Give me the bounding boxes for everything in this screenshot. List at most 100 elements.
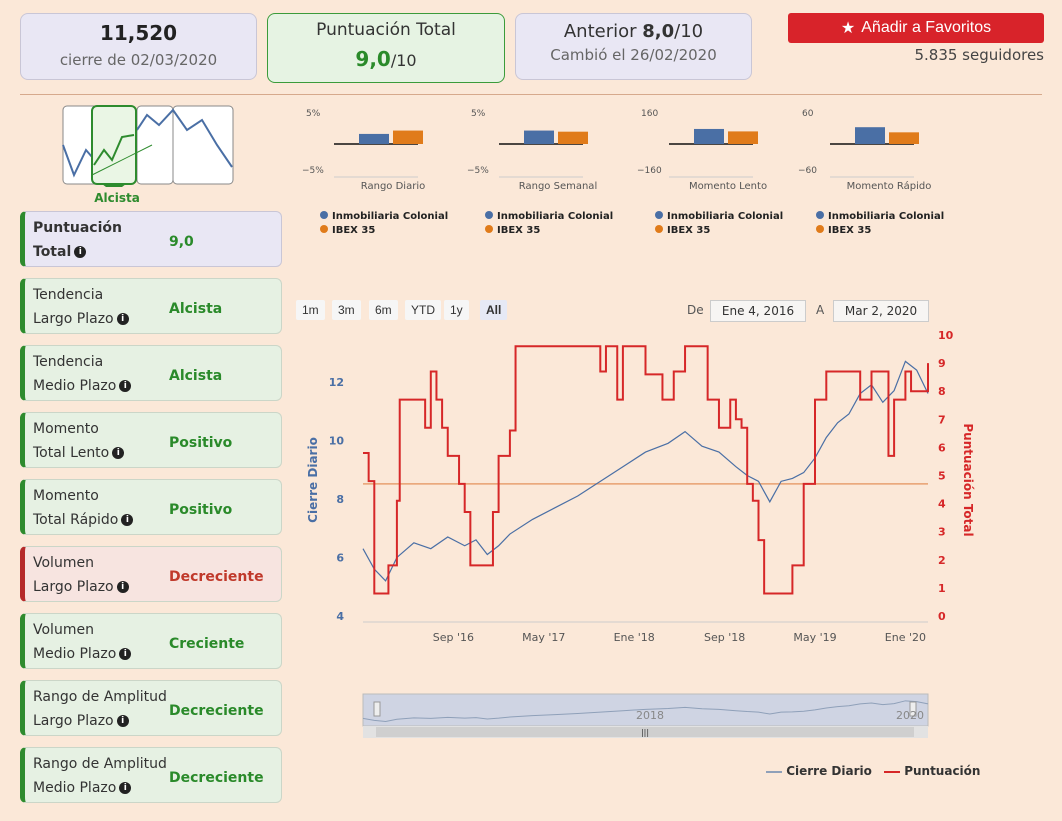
mini-legend-item[interactable]: IBEX 35 [655, 225, 710, 236]
metric-value: 9,0 [169, 234, 194, 250]
mini-legend-label: Inmobiliaria Colonial [332, 211, 449, 222]
mini-chart-bar [855, 127, 885, 144]
metric-label-text: Medio Plazo [33, 780, 117, 796]
info-icon[interactable]: i [121, 514, 134, 526]
metric-label-text: Total [33, 244, 72, 260]
legend-close[interactable]: Cierre Diario [766, 764, 872, 778]
mini-legend-label: IBEX 35 [828, 225, 872, 236]
x-tick-label: May '19 [793, 631, 836, 644]
mini-legend-item[interactable]: Inmobiliaria Colonial [320, 211, 448, 222]
metric-value: Creciente [169, 636, 245, 652]
metric-label-text: Total Lento [33, 445, 110, 461]
trend-label: Alcista [94, 191, 140, 205]
range-button[interactable]: 3m [332, 300, 361, 320]
info-icon[interactable]: i [119, 782, 132, 794]
star-icon: ★ [840, 20, 856, 37]
metric-card[interactable]: Rango de Amplitud Medio Plazo i Decreciente [20, 747, 282, 803]
y2-tick-label: 2 [938, 554, 946, 567]
y2-tick-label: 7 [938, 413, 946, 426]
price-date: cierre de 02/03/2020 [59, 51, 218, 69]
legend-score[interactable]: Puntuación [884, 764, 980, 778]
y-tick-label: 10 [329, 434, 345, 447]
range-button[interactable]: 1m [296, 300, 325, 320]
mini-chart [499, 130, 588, 178]
metric-card[interactable]: Momento Total Lento i Positivo [20, 412, 282, 468]
metric-card[interactable]: Volumen Medio Plazo i Creciente [20, 613, 282, 669]
mini-legend-item[interactable]: Inmobiliaria Colonial [816, 211, 944, 222]
close-series-line [362, 360, 929, 582]
y-tick-label: 8 [336, 493, 344, 506]
navigator-handle-right [909, 701, 917, 717]
previous-changed: Cambió el 26/02/2020 [550, 46, 717, 64]
mini-chart-title: Rango Semanal [518, 181, 598, 192]
mini-chart-ymax: 60 [802, 109, 814, 119]
metric-card[interactable]: Momento Total Rápido i Positivo [20, 479, 282, 535]
x-tick-label: Sep '16 [433, 631, 474, 644]
metric-value: Alcista [169, 368, 223, 384]
metric-card[interactable]: Puntuación Total i 9,0 [20, 211, 282, 267]
y-axis-label: Cierre Diario [306, 437, 320, 523]
trend-thumbnails [62, 105, 234, 193]
info-icon[interactable]: i [116, 715, 129, 727]
mini-legend-item[interactable]: Inmobiliaria Colonial [485, 211, 613, 222]
info-icon[interactable]: i [119, 380, 132, 392]
metric-card[interactable]: Tendencia Largo Plazo i Alcista [20, 278, 282, 334]
metric-label-line1: Volumen [33, 555, 94, 571]
mini-legend-label: Inmobiliaria Colonial [667, 211, 784, 222]
price-value: 11,520 [99, 21, 178, 45]
date-from-input[interactable]: Ene 4, 2016 [710, 300, 806, 322]
mini-legend-dot [485, 225, 493, 233]
metric-label-line2: Largo Plazo i [33, 579, 129, 595]
mini-legend-item[interactable]: Inmobiliaria Colonial [655, 211, 783, 222]
range-button[interactable]: 6m [369, 300, 398, 320]
range-button[interactable]: All [480, 300, 508, 320]
metric-label-line2: Medio Plazo i [33, 780, 132, 796]
metric-label-line2: Medio Plazo i [33, 378, 132, 394]
metric-value: Positivo [169, 502, 233, 518]
metric-label-line1: Volumen [33, 622, 94, 638]
score-series-line [363, 345, 929, 595]
mini-chart-bar [889, 132, 919, 144]
mini-legend-dot [655, 211, 663, 219]
navigator-label: 2020 [896, 709, 924, 722]
metric-card[interactable]: Rango de Amplitud Largo Plazo i Decreciente [20, 680, 282, 736]
metric-label-text: Largo Plazo [33, 579, 114, 595]
metric-label-text: Total Rápido [33, 512, 119, 528]
mini-chart-ymax: 160 [641, 109, 659, 119]
score-card: Puntuación Total 9,0/10 [267, 13, 505, 83]
y2-tick-label: 0 [938, 610, 946, 623]
info-icon[interactable]: i [116, 313, 129, 325]
info-icon[interactable]: i [116, 581, 129, 593]
y2-tick-label: 5 [938, 470, 946, 483]
score-line: 9,0/10 [268, 47, 504, 71]
info-icon[interactable]: i [119, 648, 132, 660]
previous-score-card: Anterior 8,0/10 Cambió el 26/02/2020 [515, 13, 752, 80]
metric-card[interactable]: Volumen Largo Plazo i Decreciente [20, 546, 282, 602]
mini-legend-item[interactable]: IBEX 35 [485, 225, 540, 236]
mini-chart-ymax: 5% [471, 109, 486, 119]
mini-legend-item[interactable]: IBEX 35 [320, 225, 375, 236]
mini-chart-bar [558, 131, 588, 144]
add-favorite-button[interactable]: ★ Añadir a Favoritos [788, 13, 1044, 43]
date-from-label: De [687, 303, 704, 317]
range-button[interactable]: 1y [444, 300, 469, 320]
y-tick-label: 6 [336, 551, 344, 564]
mini-legend-dot [485, 211, 493, 219]
legend-close-swatch [766, 770, 782, 773]
info-icon[interactable]: i [112, 447, 125, 459]
mini-legend-label: IBEX 35 [497, 225, 541, 236]
mini-legend-item[interactable]: IBEX 35 [816, 225, 871, 236]
legend-score-swatch [884, 770, 900, 773]
mini-chart-bar [694, 128, 724, 144]
range-button[interactable]: YTD [405, 300, 441, 320]
info-icon[interactable]: i [74, 246, 87, 258]
metric-label-line2: Total i [33, 244, 87, 260]
date-to-input[interactable]: Mar 2, 2020 [833, 300, 929, 322]
metric-card[interactable]: Tendencia Medio Plazo i Alcista [20, 345, 282, 401]
mini-legend-dot [816, 211, 824, 219]
metric-label-line1: Rango de Amplitud [33, 756, 167, 772]
navigator-label: 2018 [636, 709, 664, 722]
metric-label-line1: Tendencia [33, 287, 104, 303]
navigator-grip: ||| [641, 728, 649, 737]
mini-legend-dot [320, 225, 328, 233]
